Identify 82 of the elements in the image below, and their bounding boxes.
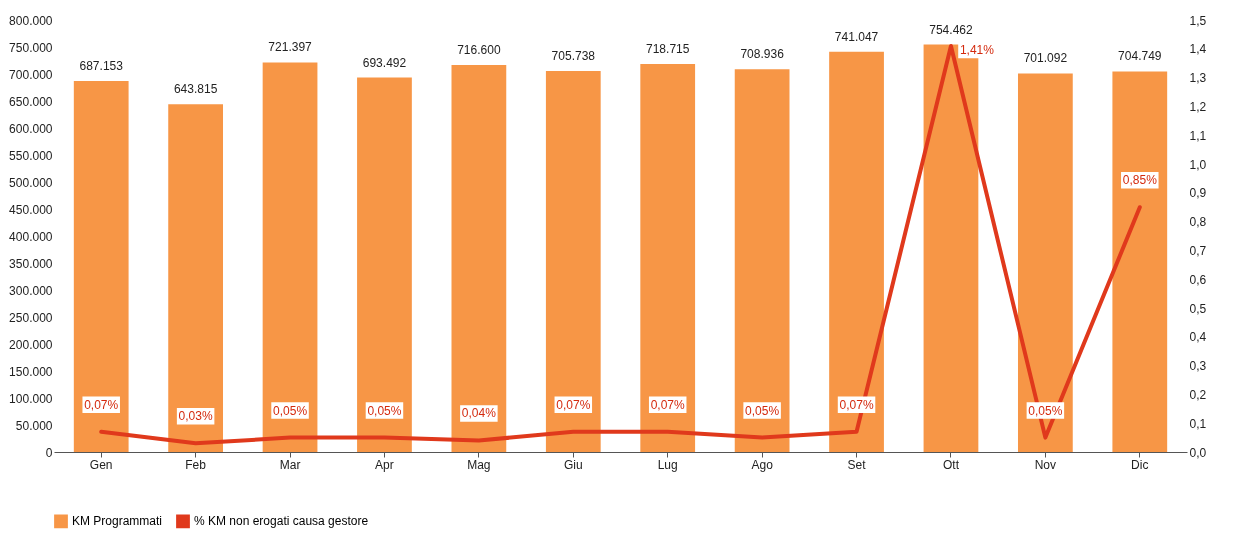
data-label: 718.715	[646, 41, 690, 56]
y-tick-label: 800.000	[9, 13, 53, 28]
x-tick-label: Set	[847, 457, 867, 472]
x-tick-label: Giu	[563, 457, 583, 472]
data-label: 0,04%	[461, 406, 497, 421]
data-label: 643.815	[173, 82, 218, 97]
data-label: 1,41%	[959, 42, 995, 57]
y2-tick-label: 1,1	[1189, 128, 1207, 143]
data-label: 0,05%	[1028, 403, 1063, 418]
data-label: 0,85%	[1122, 173, 1158, 188]
data-label: 701.092	[1023, 51, 1068, 66]
data-label: 721.397	[268, 40, 313, 55]
bar	[168, 104, 224, 452]
y2-tick-label: 1,2	[1189, 99, 1207, 114]
data-label: 0,05%	[367, 403, 402, 418]
y-tick-label: 550.000	[9, 148, 53, 163]
y-tick-label: 400.000	[9, 229, 53, 244]
y-tick-label: 500.000	[9, 175, 53, 190]
y2-tick-label: 0,2	[1189, 387, 1207, 402]
data-label: 0,05%	[745, 403, 780, 418]
data-label: 0,07%	[839, 397, 874, 412]
bar	[734, 69, 790, 452]
y-tick-label: 250.000	[9, 310, 53, 325]
y2-tick-label: 1,3	[1189, 71, 1207, 86]
y-tick-label: 100.000	[9, 391, 53, 406]
legend-label: KM Programmati	[72, 514, 163, 529]
legend-label: % KM non erogati causa gestore	[194, 514, 369, 529]
data-label: 705.738	[551, 48, 596, 63]
x-tick-label: Mag	[467, 457, 491, 472]
y-tick-label: 650.000	[9, 94, 53, 109]
y2-tick-label: 1,0	[1189, 157, 1207, 172]
bar	[451, 65, 507, 452]
y-tick-label: 300.000	[9, 283, 53, 298]
bar	[73, 80, 129, 452]
y2-tick-label: 0,9	[1189, 186, 1207, 201]
bar	[1017, 73, 1073, 452]
bar	[829, 51, 884, 452]
y-tick-label: 200.000	[9, 337, 53, 352]
data-label: 704.749	[1118, 49, 1162, 64]
y-tick-label: 350.000	[9, 256, 53, 271]
bar	[545, 70, 601, 452]
y-tick-label: 700.000	[9, 67, 53, 82]
y2-tick-label: 0,8	[1189, 215, 1207, 230]
data-label: 716.600	[457, 43, 501, 58]
x-tick-label: Nov	[1034, 457, 1057, 472]
y-tick-label: 0	[45, 445, 53, 460]
x-tick-label: Mar	[279, 457, 301, 472]
data-label: 0,05%	[273, 403, 308, 418]
y-tick-label: 600.000	[9, 121, 53, 136]
y2-tick-label: 0,0	[1189, 445, 1207, 460]
x-tick-label: Feb	[185, 457, 207, 472]
y2-tick-label: 0,3	[1189, 359, 1207, 374]
data-label: 687.153	[79, 58, 124, 73]
x-tick-label: Dic	[1131, 457, 1149, 472]
y2-tick-label: 0,1	[1189, 416, 1207, 431]
bar	[262, 62, 318, 452]
y-tick-label: 150.000	[9, 364, 53, 379]
data-label: 708.936	[740, 47, 785, 62]
y2-tick-label: 0,4	[1189, 330, 1207, 345]
data-label: 0,07%	[556, 397, 591, 412]
x-tick-label: Gen	[89, 457, 113, 472]
data-label: 693.492	[362, 55, 407, 70]
data-label: 741.047	[834, 29, 879, 44]
y-tick-label: 750.000	[9, 40, 53, 55]
y-tick-label: 450.000	[9, 202, 53, 217]
y2-tick-label: 1,4	[1189, 42, 1207, 57]
y2-tick-label: 0,5	[1189, 301, 1207, 316]
y-tick-label: 50.000	[15, 418, 53, 433]
x-tick-label: Lug	[657, 457, 678, 472]
y2-tick-label: 0,7	[1189, 243, 1207, 258]
data-label: 0,03%	[178, 409, 213, 424]
x-tick-label: Apr	[375, 457, 394, 472]
data-label: 0,07%	[650, 397, 686, 412]
x-tick-label: Ott	[942, 457, 960, 472]
data-label: 0,07%	[84, 397, 119, 412]
y2-tick-label: 1,5	[1189, 13, 1207, 28]
bar	[357, 77, 412, 452]
x-tick-label: Ago	[751, 457, 774, 472]
y2-tick-label: 0,6	[1189, 272, 1207, 287]
data-label: 754.462	[929, 22, 973, 37]
bar	[1112, 71, 1168, 452]
bar	[640, 63, 696, 452]
